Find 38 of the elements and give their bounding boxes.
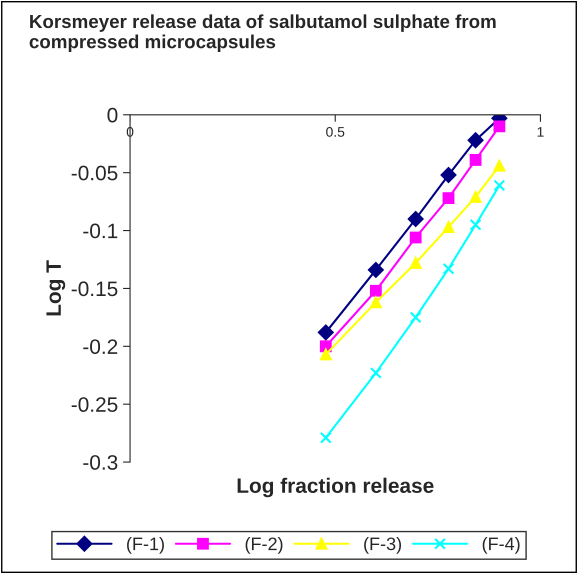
point [470,218,482,231]
point [370,296,382,308]
legend-label: (F-2) [246,536,282,554]
point [408,211,424,227]
point [440,167,456,183]
y-tick-label: -0.2 [83,339,118,354]
y-axis-title: Log T [46,260,66,316]
point [410,311,422,324]
point [410,257,422,269]
point [370,367,382,379]
point [468,132,484,148]
y-tick-label: -0.15 [72,281,118,296]
x-tick-label: 1 [538,127,544,137]
point [442,192,454,204]
point [320,432,332,444]
point [370,284,382,297]
y-tick-label: -0.1 [83,224,118,238]
point [470,154,482,166]
x-axis-title: Log fraction release [238,478,434,498]
point [318,324,334,340]
y-tick-label: 0 [107,108,118,123]
chart-title: Korsmeyer release data of salbutamol sulphate from compressed microcapsules [30,14,496,52]
point [493,120,506,132]
y-tick-label: -0.05 [72,166,118,180]
point [493,180,506,192]
point [410,232,422,244]
point [442,221,454,233]
legend-label: (F-1) [127,536,164,554]
x-tick-label: 0.5 [326,126,344,137]
y-tick-label: -0.25 [72,397,118,412]
point [493,160,506,172]
legend-label: (F-3) [364,536,402,554]
legend-label: (F-4) [482,536,520,554]
point [470,191,482,203]
y-tick-label: -0.3 [83,455,118,470]
point [442,262,454,275]
point [368,262,384,278]
point [320,348,332,360]
